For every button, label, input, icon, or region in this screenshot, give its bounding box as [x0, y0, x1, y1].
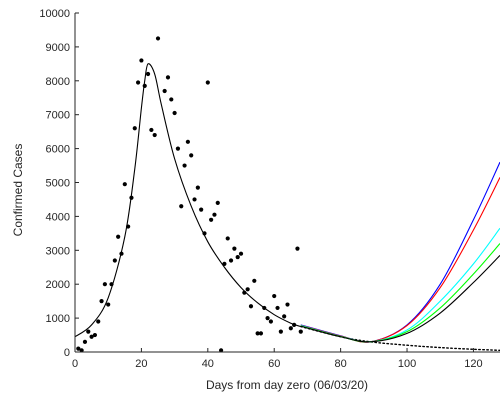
- data-point: [185, 139, 190, 144]
- data-point: [255, 331, 260, 336]
- data-point: [102, 282, 107, 287]
- data-point: [169, 97, 174, 102]
- data-point: [225, 236, 230, 241]
- y-tick-label: 2000: [46, 279, 70, 291]
- x-tick-label: 100: [398, 358, 416, 370]
- data-point: [222, 261, 227, 266]
- data-point: [285, 302, 290, 307]
- x-tick-label: 120: [464, 358, 482, 370]
- data-point: [278, 329, 283, 334]
- y-tick-label: 6000: [46, 144, 70, 156]
- y-axis-title: Confirmed Cases: [11, 144, 25, 237]
- data-point: [122, 182, 127, 187]
- data-point: [182, 163, 187, 168]
- y-tick-label: 3000: [46, 245, 70, 257]
- data-point: [199, 207, 204, 212]
- y-tick-label: 1000: [46, 313, 70, 325]
- data-point: [202, 231, 207, 236]
- data-point: [145, 71, 151, 77]
- data-point: [295, 246, 300, 251]
- data-point: [248, 304, 254, 309]
- y-tick-label: 7000: [46, 110, 70, 122]
- y-tick-label: 4000: [46, 211, 70, 223]
- data-point: [238, 251, 244, 256]
- data-point: [96, 319, 101, 324]
- data-point: [139, 58, 144, 63]
- x-tick-label: 80: [335, 358, 347, 370]
- data-point: [179, 204, 184, 209]
- data-point: [212, 212, 217, 217]
- data-point: [265, 316, 270, 321]
- data-point: [205, 80, 210, 85]
- data-point: [175, 146, 181, 151]
- y-tick-label: 9000: [46, 42, 70, 54]
- data-point: [272, 293, 277, 299]
- data-point: [162, 88, 167, 94]
- series-line-6: [300, 243, 500, 343]
- data-point: [119, 251, 124, 256]
- data-point: [126, 224, 131, 229]
- y-tick-label: 8000: [46, 76, 70, 88]
- data-point: [252, 278, 257, 283]
- data-point: [275, 305, 280, 311]
- data-point: [228, 258, 234, 263]
- x-tick-label: 0: [72, 358, 78, 370]
- data-point: [245, 287, 250, 292]
- data-point: [172, 110, 177, 116]
- data-point: [282, 314, 287, 319]
- data-point: [209, 217, 214, 222]
- data-point: [82, 339, 88, 344]
- data-point: [106, 302, 111, 307]
- data-point: [292, 322, 297, 327]
- data-point: [129, 195, 134, 200]
- series-line-4: [300, 177, 500, 343]
- data-point: [142, 83, 147, 88]
- data-point: [99, 299, 104, 304]
- x-axis-title: Days from day zero (06/03/20): [206, 378, 368, 392]
- data-point: [298, 329, 303, 334]
- x-tick-label: 60: [268, 358, 280, 370]
- data-point: [242, 290, 247, 295]
- data-point: [235, 254, 240, 260]
- axes-layer: 0 20 40 60 80 100 120 0 1000 2000 3000 4000 5000 6000…: [39, 8, 500, 370]
- data-point: [132, 126, 137, 131]
- data-point: [79, 348, 84, 353]
- series-line-7: [300, 254, 500, 343]
- data-point: [152, 132, 157, 138]
- y-tick-label: 10000: [39, 8, 70, 20]
- data-point: [92, 332, 98, 338]
- points-layer: [76, 36, 303, 353]
- x-tick-label: 20: [135, 358, 147, 370]
- data-point: [116, 234, 121, 239]
- data-point: [288, 326, 293, 331]
- data-point: [215, 200, 220, 205]
- data-point: [135, 80, 141, 85]
- data-point: [218, 348, 224, 353]
- series-layer: [75, 63, 500, 352]
- data-point: [109, 282, 114, 287]
- data-point: [149, 127, 154, 133]
- series-line-1: [75, 63, 301, 338]
- data-point: [192, 197, 197, 202]
- y-tick-label: 0: [64, 347, 70, 359]
- data-point: [165, 75, 171, 80]
- data-point: [155, 36, 161, 41]
- data-point: [268, 319, 273, 324]
- data-point: [112, 258, 117, 263]
- data-point: [232, 246, 237, 251]
- y-tick-label: 5000: [46, 178, 70, 190]
- data-point: [89, 334, 94, 339]
- data-point: [189, 153, 194, 158]
- data-point: [258, 331, 264, 336]
- data-point: [76, 346, 81, 351]
- series-line-3: [300, 161, 500, 343]
- data-point: [195, 185, 200, 190]
- data-point: [86, 329, 91, 334]
- x-tick-label: 40: [202, 358, 214, 370]
- data-point: [262, 305, 267, 311]
